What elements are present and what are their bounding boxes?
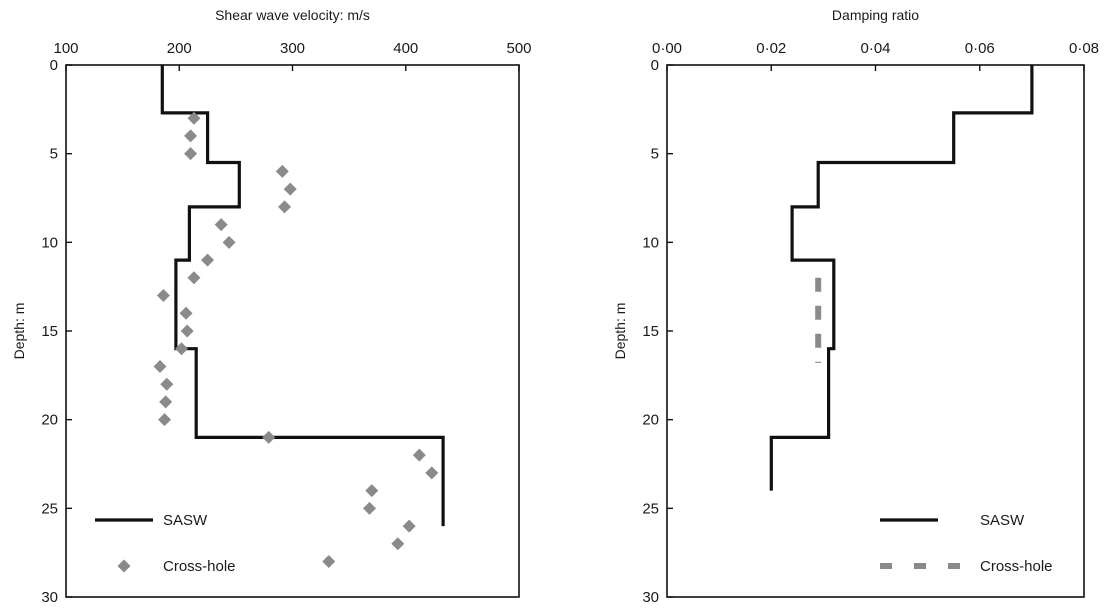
- damping-ratio-chart: 0·00 0·02 0·04 0·06 0·08 0 5 10 15 20 25 30 Damping …: [612, 7, 1099, 606]
- x-tick-label: 500: [506, 40, 531, 57]
- series-cross-hole: [153, 111, 439, 569]
- cross-hole-point: [214, 218, 228, 232]
- cross-hole-point: [283, 182, 297, 196]
- cross-hole-point: [275, 164, 289, 178]
- cross-hole-point: [180, 324, 194, 338]
- x-axis-title: Damping ratio: [832, 7, 919, 23]
- legend: SASW Cross-hole: [880, 512, 1053, 575]
- cross-hole-point: [363, 501, 377, 515]
- cross-hole-point: [187, 111, 201, 125]
- plot-frame: [65, 64, 520, 598]
- cross-hole-point: [222, 235, 236, 249]
- cross-hole-point: [402, 519, 416, 533]
- sasw-line: [769, 65, 1034, 491]
- y-tick-label: 30: [642, 589, 659, 606]
- cross-hole-point: [184, 129, 198, 143]
- y-tick-label: 0: [50, 57, 58, 74]
- sasw-line: [160, 65, 445, 527]
- cross-hole-point: [187, 271, 201, 285]
- series-sasw: [769, 65, 1034, 491]
- cross-hole-point: [153, 359, 167, 373]
- cross-hole-point: [160, 377, 174, 391]
- y-tick-label: 15: [41, 323, 58, 340]
- cross-hole-point: [425, 466, 439, 480]
- y-tick-label: 5: [50, 146, 58, 163]
- y-tick-label: 5: [651, 146, 659, 163]
- cross-hole-point: [184, 147, 198, 161]
- y-tick-label: 30: [41, 589, 58, 606]
- x-tick-label: 0·04: [860, 40, 890, 57]
- x-tick-label: 400: [393, 40, 418, 57]
- cross-hole-point: [365, 484, 379, 498]
- y-axis-title: Depth: m: [612, 303, 628, 360]
- cross-hole-point: [156, 289, 170, 303]
- y-axis-title: Depth: m: [11, 303, 27, 360]
- x-axis-title: Shear wave velocity: m/s: [215, 7, 370, 23]
- y-tick-label: 20: [41, 412, 58, 429]
- legend: SASW Cross-hole: [95, 512, 236, 575]
- x-tick-label: 0·02: [756, 40, 786, 57]
- legend-label: SASW: [980, 512, 1025, 529]
- y-tick-label: 25: [642, 500, 659, 517]
- legend-label: Cross-hole: [163, 558, 236, 575]
- legend-label: SASW: [163, 512, 208, 529]
- cross-hole-point: [201, 253, 215, 267]
- legend-cross-hole-swatch: [117, 559, 131, 573]
- x-tick-label: 300: [280, 40, 305, 57]
- cross-hole-point: [412, 448, 426, 462]
- x-tick-label: 100: [53, 40, 78, 57]
- x-tick-label: 0·00: [652, 40, 682, 57]
- cross-hole-point: [322, 555, 336, 569]
- cross-hole-point: [175, 342, 189, 356]
- y-tick-label: 25: [41, 500, 58, 517]
- cross-hole-point: [179, 306, 193, 320]
- x-tick-label: 200: [167, 40, 192, 57]
- shear-velocity-chart: 100 200 300 400 500 0 5 10 15 20 25 30 Shear wave ve…: [11, 7, 532, 606]
- y-tick-label: 10: [642, 234, 659, 251]
- y-tick-label: 15: [642, 323, 659, 340]
- y-tick-label: 0: [651, 57, 659, 74]
- y-tick-label: 20: [642, 412, 659, 429]
- cross-hole-point: [158, 413, 172, 427]
- x-tick-label: 0·06: [965, 40, 995, 57]
- cross-hole-point: [278, 200, 292, 214]
- legend-label: Cross-hole: [980, 558, 1053, 575]
- cross-hole-point: [159, 395, 173, 409]
- cross-hole-point: [391, 537, 405, 551]
- y-tick-label: 10: [41, 234, 58, 251]
- cross-hole-point: [262, 430, 276, 444]
- x-tick-label: 0·08: [1069, 40, 1099, 57]
- series-sasw: [160, 65, 445, 527]
